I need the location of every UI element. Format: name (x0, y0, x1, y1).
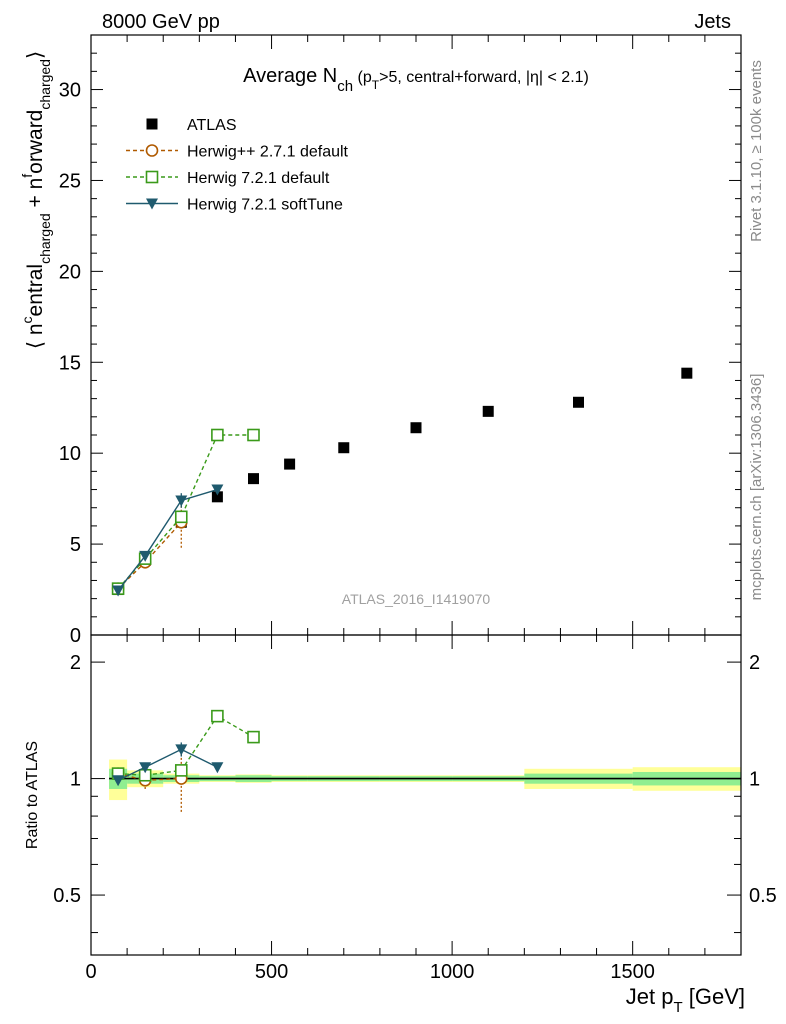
y-tick-label: 25 (59, 170, 81, 192)
data-point (482, 405, 494, 417)
x-tick-label: 1000 (430, 961, 475, 983)
data-point (211, 484, 224, 496)
ratio-y-tick-label-right: 0.5 (749, 885, 777, 907)
plot-title: Average Nch (pT>5, central+forward, |η| … (243, 65, 589, 95)
analysis-watermark: ATLAS_2016_I1419070 (342, 591, 491, 607)
title-tail: >5, central+forward, |η| < 2.1) (379, 69, 589, 86)
series-line-3 (117, 488, 218, 591)
title-main: Average N (243, 65, 337, 87)
legend-marker (146, 118, 158, 130)
y-tick-label: 0 (70, 625, 81, 647)
ratio-point (175, 744, 188, 756)
ylabel-sub1: charged (37, 213, 53, 264)
x-tick-label: 1500 (610, 961, 655, 983)
ratio-point (139, 762, 152, 774)
ratio-series-line (117, 748, 218, 781)
xlabel-unit: [GeV] (683, 984, 745, 1009)
y-tick-label: 15 (59, 352, 81, 374)
data-point (174, 510, 188, 524)
title-rest-sub: T (372, 78, 380, 92)
ratio-y-tick-label: 0.5 (53, 885, 81, 907)
data-point (248, 473, 259, 485)
y-tick-label: 20 (59, 261, 81, 283)
ylabel-open: ⟨ n (24, 323, 47, 349)
ylabel-sub2: charged (37, 59, 53, 110)
ratio-y-axis-label: Ratio to ATLAS (24, 741, 41, 849)
legend-label: Herwig 7.2.1 default (187, 170, 330, 187)
data-point (338, 442, 350, 454)
main-y-ticks: 0 5 10 15 20 25 30 (59, 52, 741, 647)
data-point (112, 585, 125, 597)
data-point (175, 495, 188, 507)
legend-marker (145, 170, 159, 184)
main-plot-area (111, 367, 693, 597)
ratio-plot-area (109, 709, 741, 812)
legend-item: Herwig 7.2.1 softTune (126, 197, 343, 214)
main-x-ticks (90, 35, 742, 635)
ratio-point (211, 762, 224, 774)
legend-marker (146, 198, 158, 210)
ratio-frame (90, 634, 742, 956)
ylabel-close: ⟩ (24, 51, 47, 59)
x-tick-label: 500 (255, 961, 288, 983)
main-y-axis-label: ⟨ ncentralcharged + nforwardcharged⟩ (19, 51, 53, 349)
ylabel-mid1: entral (24, 264, 47, 317)
data-point (211, 491, 223, 503)
xlabel-sub: T (673, 999, 682, 1016)
ratio-y-tick-label-right: 2 (749, 652, 760, 674)
x-axis-label: Jet pT [GeV] (626, 984, 745, 1016)
main-panel: 0 5 10 15 20 25 30 (59, 34, 742, 647)
ratio-point (247, 730, 260, 744)
data-point (211, 428, 224, 442)
data-point (681, 367, 693, 379)
data-point (139, 550, 152, 562)
ylabel-sup2: f (19, 174, 35, 178)
ratio-series-2 (112, 742, 224, 787)
data-point (573, 396, 584, 408)
legend: ATLAS Herwig++ 2.7.1 default Herwig 7.2.1 … (126, 117, 349, 214)
legend-item: ATLAS (146, 117, 237, 134)
header-right: Jets (694, 11, 731, 33)
ratio-point (112, 775, 125, 787)
legend-marker (145, 144, 159, 157)
legend-item: Herwig 7.2.1 default (126, 170, 330, 187)
title-sub: ch (337, 78, 353, 95)
series-0 (112, 367, 693, 596)
series-line-2 (117, 434, 254, 590)
legend-label: ATLAS (187, 117, 237, 134)
ratio-y-tick-label: 1 (70, 769, 81, 791)
ratio-y-ticks: 0.5 0.5 1 1 2 2 (53, 652, 777, 934)
data-point (247, 428, 260, 442)
ylabel-mid3: orward (24, 110, 47, 174)
ratio-x-ticks: 0 500 1000 1500 (85, 635, 742, 983)
ratio-point (211, 709, 224, 723)
y-tick-label: 5 (70, 534, 81, 556)
title-rest: (p (353, 69, 372, 86)
data-point (284, 458, 296, 470)
ylabel-mid2: + n (24, 178, 47, 214)
y-tick-label: 30 (59, 80, 81, 102)
ratio-point (174, 764, 188, 777)
header-left: 8000 GeV pp (102, 11, 220, 33)
legend-item: Herwig++ 2.7.1 default (126, 144, 349, 161)
xlabel-main: Jet p (626, 984, 674, 1009)
ratio-panel: 0.5 0.5 1 1 2 2 0 500 1000 1500 (53, 634, 777, 983)
series-3 (112, 484, 224, 597)
x-tick-label: 0 (85, 961, 96, 983)
ratio-y-tick-label-right: 1 (749, 769, 760, 791)
mcplots-label: mcplots.cern.ch [arXiv:1306.3436] (748, 374, 765, 601)
legend-label: Herwig 7.2.1 softTune (187, 197, 343, 214)
legend-label: Herwig++ 2.7.1 default (187, 144, 349, 161)
data-point (410, 422, 422, 434)
ylabel-sup1: c (19, 316, 35, 323)
y-tick-label: 10 (59, 443, 81, 465)
ratio-y-tick-label: 2 (70, 652, 81, 674)
rivet-label: Rivet 3.1.10, ≥ 100k events (748, 60, 765, 242)
